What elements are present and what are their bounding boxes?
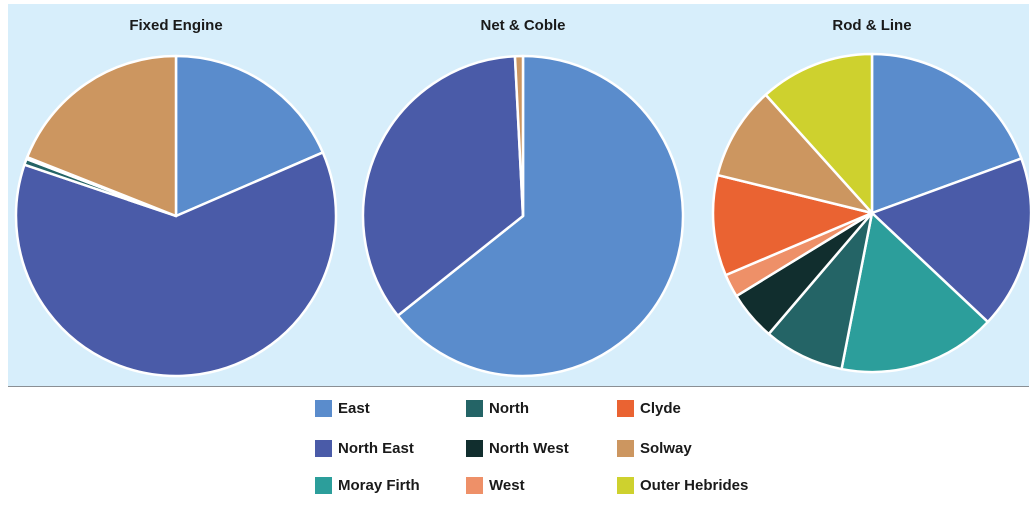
- pie-chart-fixed-engine: Fixed Engine: [14, 17, 338, 378]
- pie-slice-rod-and-line-north-east: [870, 157, 1031, 324]
- pie-chart-net-and-coble: Net & Coble: [361, 17, 685, 378]
- pie-slice-fixed-engine-solway: [25, 54, 178, 218]
- chart-title: Fixed Engine: [129, 17, 222, 34]
- pie-slice-rod-and-line-moray-firth: [840, 211, 990, 374]
- pie-slice-fixed-engine-east: [174, 54, 325, 218]
- pie-slice-net-and-coble-east: [396, 54, 685, 378]
- pie-slice-rod-and-line-outer-hebrides: [764, 52, 874, 215]
- pie-slice-rod-and-line-solway: [716, 93, 874, 215]
- pie-slice-net-and-coble-solway: [513, 54, 525, 218]
- chart-title: Net & Coble: [480, 17, 565, 34]
- pie-slice-net-and-coble-north-east: [361, 54, 525, 317]
- pie-chart-rod-and-line: Rod & Line: [711, 17, 1031, 374]
- pie-slice-rod-and-line-east: [870, 52, 1023, 215]
- pie-slice-rod-and-line-clyde: [711, 173, 874, 277]
- chart-title: Rod & Line: [832, 17, 911, 34]
- pie-slice-fixed-engine-north-east: [14, 151, 338, 378]
